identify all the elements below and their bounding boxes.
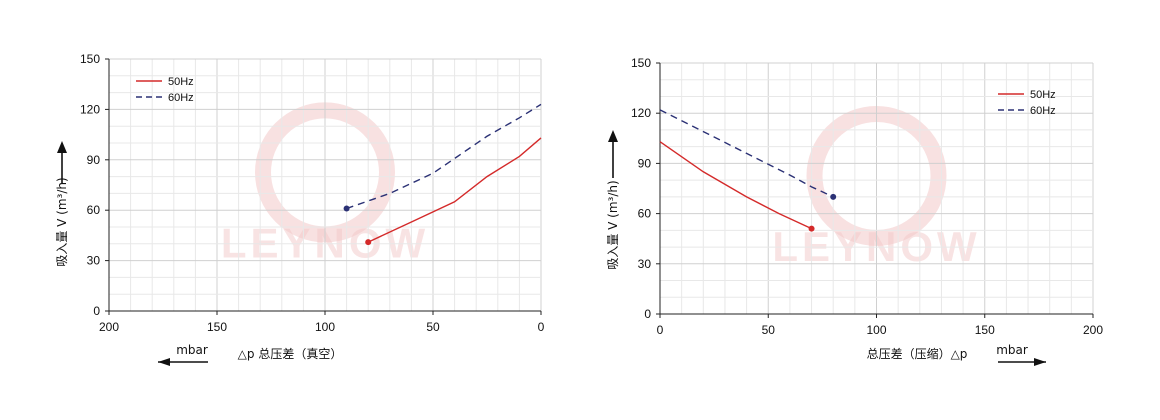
x-tick-label: 50 [762,323,776,337]
x-axis-label: △p 总压差（真空） [238,347,343,361]
x-axis-arrow-head [1034,358,1046,366]
y-tick-label: 120 [631,106,651,120]
y-tick-label: 150 [80,52,100,66]
y-axis-label: 吸入量 V (m³/h) [606,180,620,269]
left-chart: LEYNOW 0 30 60 90 120 150 200 150 100 50 0 吸入量 V (m³… [55,52,545,366]
y-tick-label: 0 [644,307,651,321]
series-endpoint-60Hz [830,193,837,200]
x-tick-label: 150 [207,320,227,334]
y-axis-label: 吸入量 V (m³/h) [55,177,69,266]
y-tick-label: 150 [631,56,651,70]
y-tick-label: 90 [638,156,652,170]
y-tick-label: 120 [80,102,100,116]
x-tick-label: 200 [1083,323,1103,337]
y-tick-label: 30 [87,254,101,268]
y-tick-label: 90 [87,153,101,167]
x-tick-label: 100 [315,320,335,334]
y-tick-label: 60 [87,203,101,217]
x-axis-label: 总压差（压缩）△p [867,346,968,361]
series-line-60Hz [346,103,542,210]
x-tick-label: 50 [426,320,440,334]
legend-label-50Hz: 50Hz [168,76,194,88]
series-endpoint-50Hz [365,239,372,246]
y-tick-label: 30 [638,257,652,271]
legend-label-60Hz: 60Hz [168,92,194,104]
x-tick-label: 200 [99,320,119,334]
x-tick-label: 150 [975,323,995,337]
x-tick-label: 0 [657,323,664,337]
y-axis-arrow-head [57,141,67,153]
series-line-60Hz [659,109,834,198]
legend-label-60Hz: 60Hz [1030,105,1056,117]
series-endpoint-50Hz [808,225,815,232]
legend-label-50Hz: 50Hz [1030,89,1056,101]
x-axis-unit: mbar [176,343,208,357]
series-line-50Hz [659,141,812,230]
y-tick-label: 0 [93,304,100,318]
y-tick-label: 60 [638,207,652,221]
x-tick-label: 100 [866,323,886,337]
x-axis-arrow-head [158,358,170,366]
series-endpoint-60Hz [343,205,350,212]
series-line-50Hz [367,137,542,243]
right-chart: LEYNOW 0 30 60 90 120 150 0 50 100 150 200 吸入量 V (m³… [580,0,1160,420]
x-tick-label: 0 [538,320,545,334]
x-axis-unit: mbar [996,343,1028,357]
y-axis-arrow-head [608,130,618,142]
grid [659,62,1094,315]
